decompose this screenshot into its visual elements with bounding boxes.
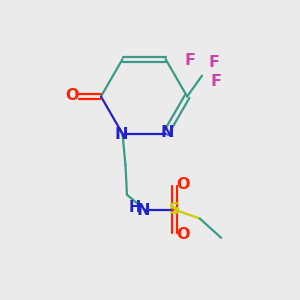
Text: N: N [160,125,174,140]
Text: H: H [128,200,140,215]
Text: F: F [211,74,222,88]
Text: N: N [115,127,128,142]
Text: N: N [136,203,150,218]
Text: S: S [169,202,180,217]
Text: F: F [184,53,195,68]
Text: F: F [209,55,220,70]
Text: O: O [176,227,190,242]
Text: O: O [65,88,79,104]
Text: O: O [176,177,190,192]
